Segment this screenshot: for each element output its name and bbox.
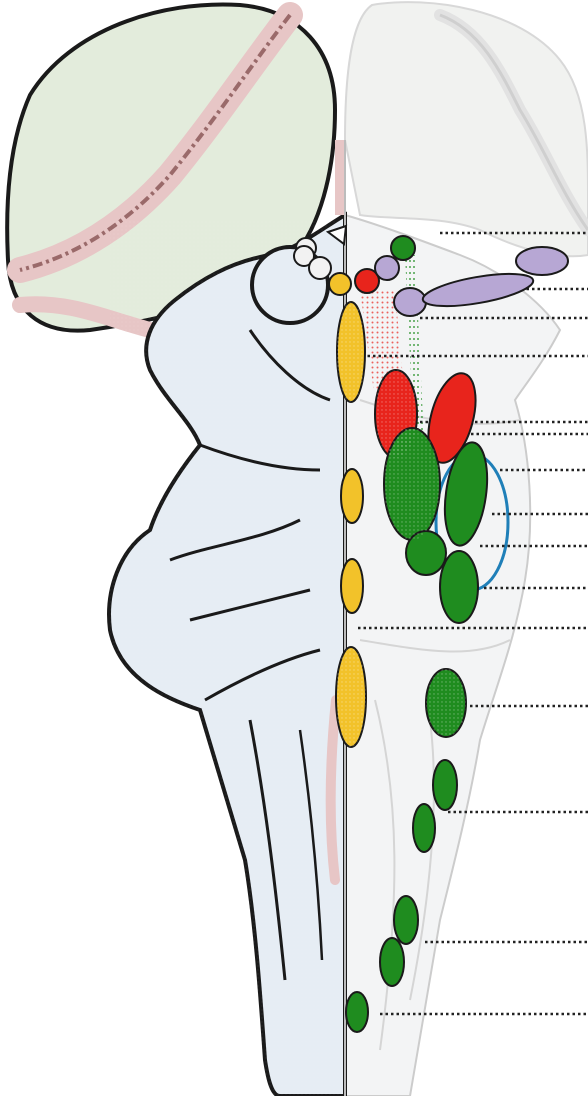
green-7 [412, 803, 436, 853]
leader-lines [358, 231, 588, 1016]
green-9 [379, 937, 405, 987]
right-medulla-line [374, 699, 396, 1051]
midline-yellow-3 [340, 558, 364, 614]
medulla-line-1 [248, 719, 287, 981]
right-fissure-dark [439, 13, 588, 231]
green-4 [439, 550, 479, 624]
nuclei-texture [336, 302, 466, 747]
small-yellow [328, 272, 352, 296]
green-8 [393, 895, 419, 945]
white-2 [293, 245, 315, 267]
upper-pink-strip [335, 140, 345, 215]
pons-line-1 [169, 518, 301, 562]
midline-yellow-2 [340, 468, 364, 524]
left-half [5, 2, 347, 1096]
green-6 [432, 759, 458, 811]
texture-green-5 [426, 669, 466, 737]
green-2 [443, 441, 489, 547]
left-fissure-line [19, 13, 292, 272]
right-half-faded [343, 1, 588, 1096]
pons-line-2 [189, 588, 311, 622]
lavender-3 [421, 272, 535, 308]
large-red-2 [427, 372, 477, 464]
peduncle-line-2 [199, 443, 321, 472]
lavender-4 [515, 246, 569, 276]
right-hemisphere [343, 1, 588, 258]
white-3 [308, 256, 332, 280]
texture-green-1 [384, 428, 440, 540]
green-10 [345, 991, 369, 1033]
texture-yellow-1 [337, 302, 365, 402]
right-pons-line-2 [359, 639, 511, 653]
right-medulla-line-2 [409, 719, 435, 1001]
triangle-marker [325, 224, 348, 246]
texture-yellow-4 [336, 647, 366, 747]
green-small-top [390, 235, 416, 261]
pons-line-3 [204, 648, 321, 702]
left-brainstem-texture [110, 220, 345, 1096]
midline-strip [325, 695, 341, 885]
lavender-1 [374, 255, 400, 281]
peduncle-line-1 [248, 329, 331, 402]
medulla-line-2 [298, 729, 324, 961]
small-red [354, 268, 380, 294]
lavender-2 [393, 287, 427, 317]
